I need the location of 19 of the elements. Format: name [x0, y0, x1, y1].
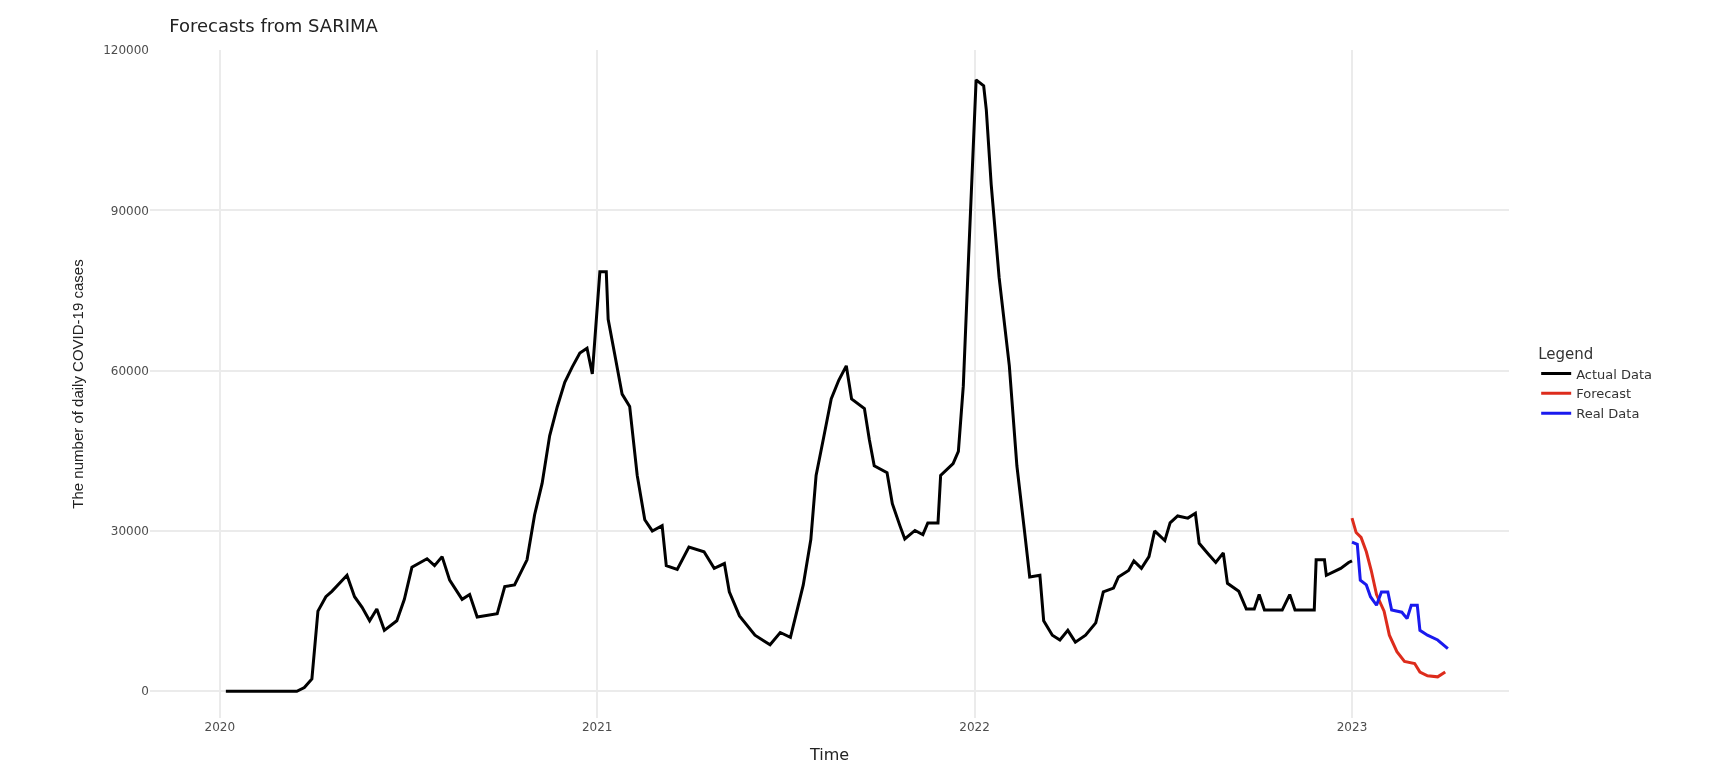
legend-title: Legend [1538, 344, 1594, 363]
x-tick-label: 2020 [204, 720, 236, 734]
y-tick-label: 0 [141, 684, 149, 699]
legend-label: Actual Data [1576, 366, 1653, 382]
x-tick-label: 2023 [1336, 720, 1368, 734]
y-tick-label: 90000 [110, 203, 149, 218]
y-tick-label: 30000 [110, 524, 149, 539]
legend-label: Forecast [1576, 386, 1632, 402]
y-tick-label: 60000 [110, 363, 149, 378]
line-series [224, 78, 1354, 693]
line-series [1350, 516, 1447, 679]
x-tick-label: 2022 [959, 720, 990, 734]
legend-label: Real Data [1576, 406, 1640, 422]
y-tick-label: 120000 [103, 43, 149, 58]
y-axis-title: The number of daily COVID-19 cases [69, 259, 87, 509]
x-axis-title: Time [808, 744, 850, 764]
chart-title: Forecasts from SARIMA [169, 14, 379, 36]
line-series [1350, 540, 1450, 651]
x-tick-label: 2021 [581, 720, 613, 734]
